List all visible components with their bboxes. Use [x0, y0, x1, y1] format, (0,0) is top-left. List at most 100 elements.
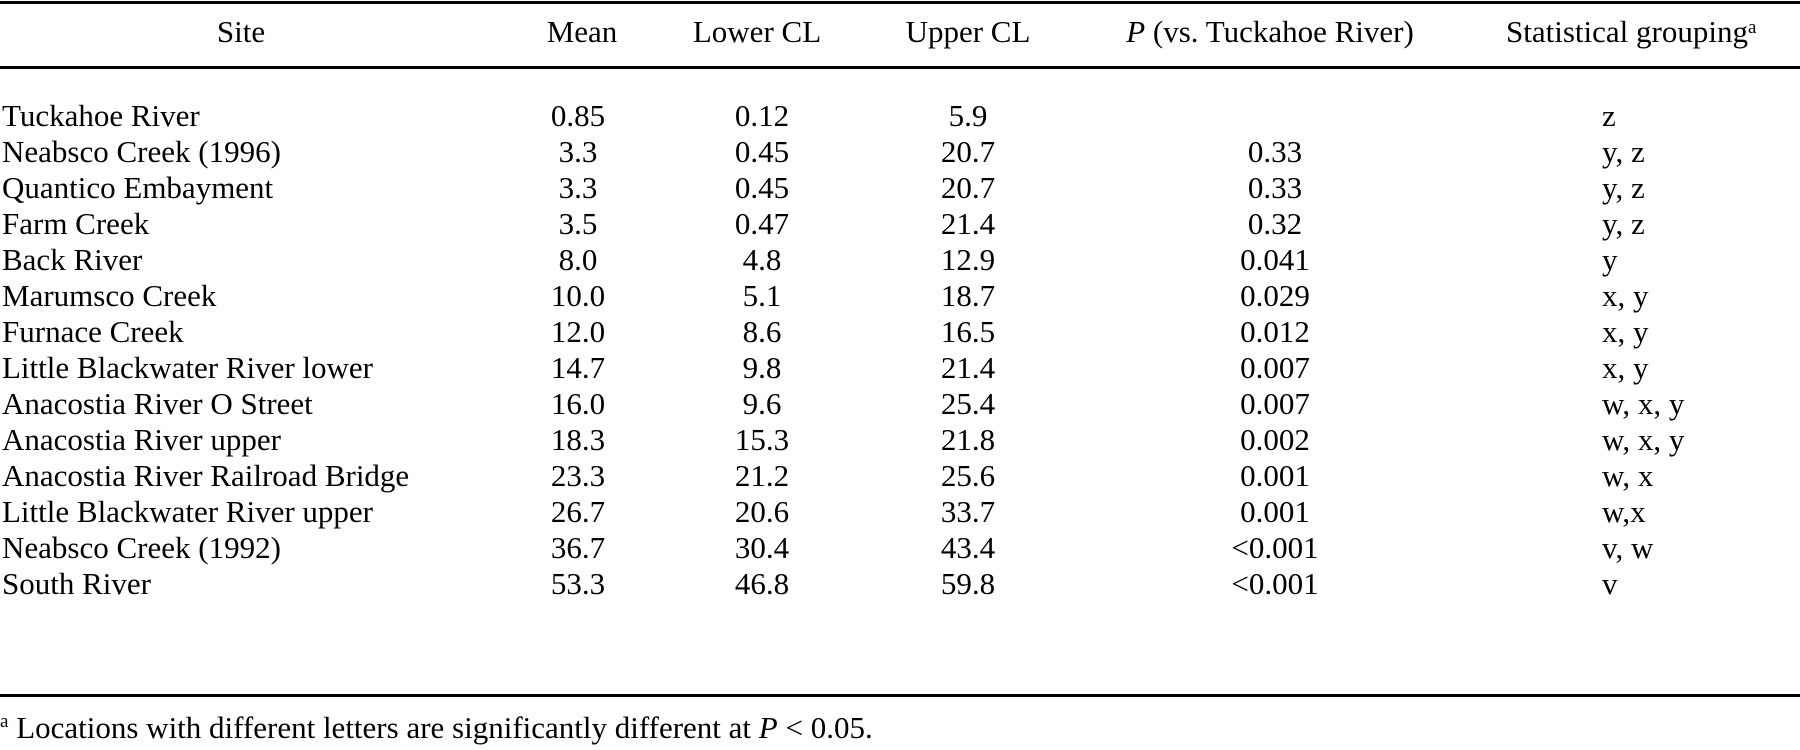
cell-statistical-grouping: w, x	[1602, 458, 1654, 493]
cell-statistical-grouping: y	[1602, 242, 1618, 277]
cell-site: Back River	[2, 242, 143, 277]
cell-lower-cl: 15.3	[734, 422, 790, 457]
cell-statistical-grouping: v, w	[1602, 530, 1654, 565]
cell-p-value: 0.007	[1240, 386, 1310, 421]
header-site: Site	[216, 14, 266, 49]
cell-lower-cl: 0.45	[734, 134, 790, 169]
cell-statistical-grouping: x, y	[1602, 278, 1649, 313]
header-p-value: P (vs. Tuckahoe River)	[1126, 14, 1414, 50]
cell-mean: 3.5	[558, 206, 598, 241]
cell-site: Tuckahoe River	[2, 98, 200, 133]
cell-statistical-grouping: w, x, y	[1602, 422, 1685, 457]
cell-statistical-grouping: y, z	[1602, 134, 1645, 169]
cell-statistical-grouping: x, y	[1602, 350, 1649, 385]
cell-site: Neabsco Creek (1996)	[2, 134, 281, 169]
cell-site: Little Blackwater River lower	[2, 350, 374, 385]
cell-lower-cl: 30.4	[734, 530, 790, 565]
cell-site: Anacostia River upper	[2, 422, 281, 457]
cell-upper-cl: 43.4	[940, 530, 996, 565]
cell-upper-cl: 12.9	[940, 242, 996, 277]
header-lower-cl: Lower CL	[692, 14, 822, 49]
cell-mean: 3.3	[558, 170, 598, 205]
cell-p-value: <0.001	[1231, 530, 1319, 565]
cell-site: Anacostia River Railroad Bridge	[2, 458, 410, 493]
cell-lower-cl: 8.6	[742, 314, 782, 349]
cell-mean: 0.85	[550, 98, 606, 133]
cell-upper-cl: 33.7	[940, 494, 996, 529]
cell-upper-cl: 25.6	[940, 458, 996, 493]
cell-mean: 23.3	[550, 458, 606, 493]
cell-p-value: 0.002	[1240, 422, 1310, 457]
cell-lower-cl: 4.8	[742, 242, 782, 277]
cell-statistical-grouping: x, y	[1602, 314, 1649, 349]
cell-upper-cl: 21.4	[940, 206, 996, 241]
cell-mean: 18.3	[550, 422, 606, 457]
cell-statistical-grouping: v	[1602, 566, 1618, 601]
header-upper-cl: Upper CL	[905, 14, 1031, 49]
cell-p-value: 0.041	[1240, 242, 1310, 277]
footnote-text-after: < 0.05.	[777, 710, 873, 745]
cell-lower-cl: 21.2	[734, 458, 790, 493]
cell-site: Anacostia River O Street	[2, 386, 313, 421]
cell-lower-cl: 9.8	[742, 350, 782, 385]
cell-statistical-grouping: w, x, y	[1602, 386, 1685, 421]
cell-lower-cl: 5.1	[742, 278, 782, 313]
cell-mean: 36.7	[550, 530, 606, 565]
cell-mean: 26.7	[550, 494, 606, 529]
cell-upper-cl: 59.8	[940, 566, 996, 601]
cell-upper-cl: 25.4	[940, 386, 996, 421]
cell-upper-cl: 18.7	[940, 278, 996, 313]
cell-p-value: 0.32	[1247, 206, 1303, 241]
footnote-marker: a	[0, 711, 9, 732]
cell-lower-cl: 0.45	[734, 170, 790, 205]
cell-p-value: 0.012	[1240, 314, 1310, 349]
cell-p-value: 0.001	[1240, 494, 1310, 529]
cell-mean: 10.0	[550, 278, 606, 313]
cell-site: South River	[2, 566, 151, 601]
cell-upper-cl: 21.8	[940, 422, 996, 457]
cell-lower-cl: 20.6	[734, 494, 790, 529]
cell-upper-cl: 16.5	[940, 314, 996, 349]
header-p-label: (vs. Tuckahoe River)	[1145, 14, 1414, 49]
cell-mean: 8.0	[558, 242, 598, 277]
cell-statistical-grouping: y, z	[1602, 206, 1645, 241]
cell-statistical-grouping: y, z	[1602, 170, 1645, 205]
cell-site: Furnace Creek	[2, 314, 184, 349]
cell-mean: 53.3	[550, 566, 606, 601]
cell-mean: 3.3	[558, 134, 598, 169]
table-bottom-rule	[0, 694, 1800, 697]
cell-site: Quantico Embayment	[2, 170, 274, 205]
cell-site: Farm Creek	[2, 206, 150, 241]
cell-lower-cl: 9.6	[742, 386, 782, 421]
cell-p-value: 0.33	[1247, 170, 1303, 205]
cell-p-value: 0.001	[1240, 458, 1310, 493]
cell-upper-cl: 5.9	[948, 98, 988, 133]
cell-p-value: 0.33	[1247, 134, 1303, 169]
cell-p-value: 0.007	[1240, 350, 1310, 385]
header-grouping-footnote-marker: a	[1747, 17, 1757, 38]
cell-p-value: 0.029	[1240, 278, 1310, 313]
table-top-rule	[0, 1, 1800, 4]
cell-site: Marumsco Creek	[2, 278, 217, 313]
cell-mean: 14.7	[550, 350, 606, 385]
header-mean: Mean	[546, 14, 618, 49]
cell-site: Little Blackwater River upper	[2, 494, 374, 529]
cell-upper-cl: 21.4	[940, 350, 996, 385]
header-statistical-grouping: Statistical groupinga	[1506, 14, 1756, 50]
cell-upper-cl: 20.7	[940, 170, 996, 205]
cell-mean: 16.0	[550, 386, 606, 421]
cell-upper-cl: 20.7	[940, 134, 996, 169]
cell-p-value: <0.001	[1231, 566, 1319, 601]
cell-statistical-grouping: z	[1602, 98, 1616, 133]
table-footnote: a Locations with different letters are s…	[0, 710, 873, 746]
cell-site: Neabsco Creek (1992)	[2, 530, 281, 565]
cell-lower-cl: 0.12	[734, 98, 790, 133]
cell-mean: 12.0	[550, 314, 606, 349]
cell-lower-cl: 0.47	[734, 206, 790, 241]
cell-statistical-grouping: w,x	[1602, 494, 1646, 529]
header-p-symbol: P	[1126, 14, 1146, 49]
header-bottom-rule	[0, 66, 1800, 69]
footnote-p-symbol: P	[758, 710, 778, 745]
cell-lower-cl: 46.8	[734, 566, 790, 601]
header-grouping-label: Statistical grouping	[1506, 14, 1748, 49]
